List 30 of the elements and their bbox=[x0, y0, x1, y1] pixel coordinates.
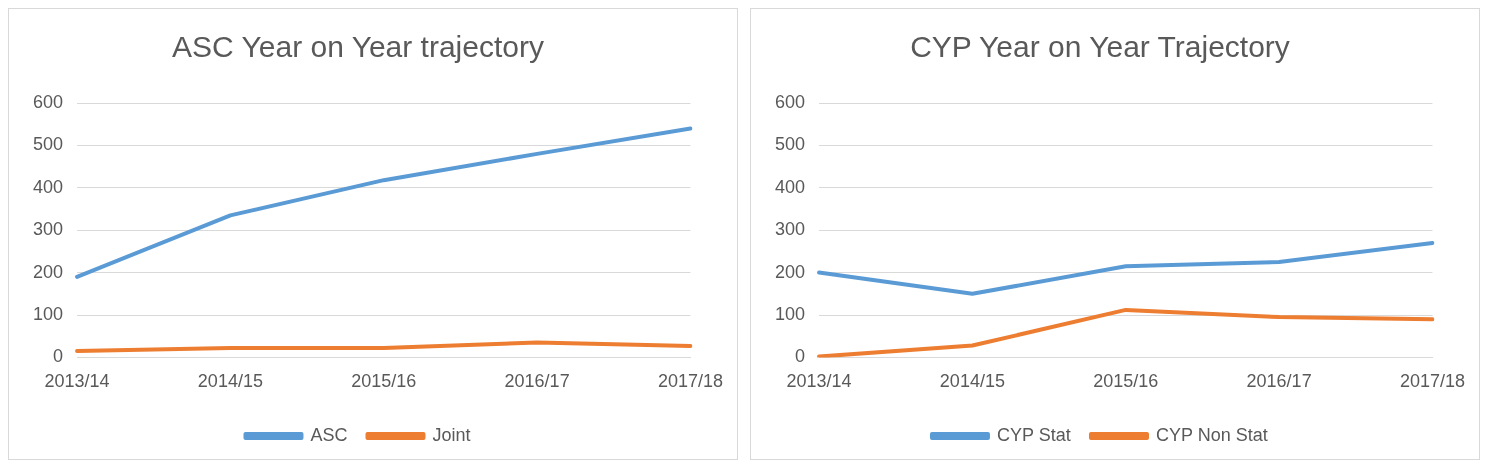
y-tick-label: 500 bbox=[32, 134, 64, 155]
chart-title: ASC Year on Year trajectory bbox=[172, 30, 544, 64]
y-tick-label: 300 bbox=[774, 219, 806, 240]
x-tick-label: 2017/18 bbox=[1399, 371, 1466, 392]
x-tick-label: 2013/14 bbox=[786, 371, 852, 392]
legend-label: CYP Stat bbox=[996, 424, 1071, 445]
x-tick-label: 2014/15 bbox=[939, 371, 1005, 392]
x-tick-label: 2016/17 bbox=[504, 371, 570, 392]
legend-label: ASC bbox=[310, 424, 348, 445]
x-tick-label: 2017/18 bbox=[657, 371, 724, 392]
legend-label: CYP Non Stat bbox=[1155, 424, 1268, 445]
x-tick-label: 2015/16 bbox=[1093, 371, 1159, 392]
y-tick-label: 200 bbox=[32, 261, 64, 282]
y-tick-label: 600 bbox=[774, 91, 806, 112]
x-tick-label: 2016/17 bbox=[1246, 371, 1312, 392]
y-tick-label: 400 bbox=[774, 176, 806, 197]
y-tick-label: 400 bbox=[32, 176, 64, 197]
chart-title: CYP Year on Year Trajectory bbox=[910, 30, 1290, 64]
y-tick-label: 300 bbox=[32, 219, 64, 240]
x-tick-label: 2014/15 bbox=[197, 371, 263, 392]
y-tick-label: 0 bbox=[795, 346, 806, 367]
y-tick-label: 0 bbox=[53, 346, 64, 367]
y-tick-label: 100 bbox=[774, 303, 806, 324]
x-tick-label: 2013/14 bbox=[44, 371, 110, 392]
y-tick-label: 200 bbox=[774, 261, 806, 282]
y-tick-label: 600 bbox=[32, 91, 64, 112]
legend-label: Joint bbox=[432, 424, 471, 445]
x-tick-label: 2015/16 bbox=[351, 371, 417, 392]
y-tick-label: 500 bbox=[774, 134, 806, 155]
y-tick-label: 100 bbox=[32, 303, 64, 324]
